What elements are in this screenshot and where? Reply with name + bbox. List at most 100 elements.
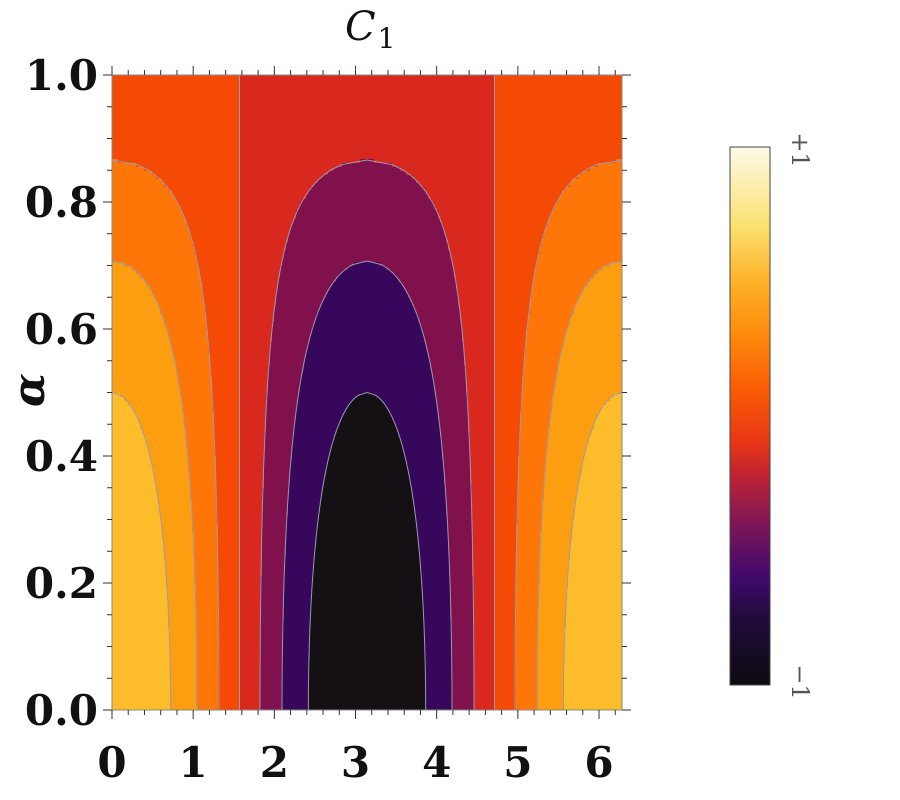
contour-cell bbox=[332, 440, 335, 710]
contour-cell bbox=[112, 158, 115, 263]
contour-cell bbox=[582, 75, 585, 171]
contour-cell bbox=[222, 75, 225, 710]
contour-cell bbox=[476, 75, 479, 710]
contour-cell bbox=[566, 586, 569, 710]
contour-cell bbox=[604, 265, 607, 406]
contour-cell bbox=[412, 178, 415, 306]
contour-cell bbox=[224, 75, 227, 710]
contour-cell bbox=[202, 75, 205, 298]
contour-cell bbox=[564, 626, 567, 710]
contour-cell bbox=[216, 75, 219, 525]
contour-cell bbox=[300, 376, 303, 710]
contour-cell bbox=[180, 75, 183, 211]
contour-cell bbox=[286, 75, 289, 243]
contour-cell bbox=[566, 329, 569, 588]
contour-line bbox=[281, 260, 453, 710]
contour-cell bbox=[600, 408, 603, 710]
contour-cell bbox=[420, 571, 423, 710]
contour-cell bbox=[120, 396, 123, 710]
contour-cell bbox=[546, 75, 549, 227]
contour-cell bbox=[138, 420, 141, 710]
contour-cell bbox=[410, 487, 413, 710]
contour-cell bbox=[334, 166, 337, 282]
contour-cell bbox=[158, 178, 161, 306]
contour-cell bbox=[464, 75, 467, 366]
contour-cell bbox=[358, 396, 361, 710]
contour-cell bbox=[144, 75, 147, 171]
contour-cell bbox=[388, 412, 391, 710]
contour-cell bbox=[374, 162, 377, 263]
contour-cell bbox=[538, 253, 541, 584]
contour-cell bbox=[462, 340, 465, 710]
contour-cell bbox=[558, 360, 561, 710]
contour-cell bbox=[612, 261, 615, 398]
contour-cell bbox=[402, 170, 405, 286]
contour-cell bbox=[446, 75, 449, 243]
contour-cell bbox=[150, 289, 153, 461]
contour-cell bbox=[368, 75, 371, 159]
contour-cell bbox=[388, 75, 391, 163]
contour-cell bbox=[320, 305, 323, 501]
contour-cell bbox=[392, 420, 395, 710]
colorbar: +1 −1 bbox=[729, 132, 814, 700]
contour-cell bbox=[586, 170, 589, 286]
contour-cell bbox=[328, 289, 331, 457]
contour-cell bbox=[356, 396, 359, 710]
contour-cell bbox=[332, 75, 335, 171]
contour-cell bbox=[288, 483, 291, 710]
contour-cell bbox=[138, 75, 141, 167]
contour-cell bbox=[372, 158, 375, 263]
contour-cell bbox=[276, 289, 279, 710]
contour-cell bbox=[190, 237, 193, 501]
contour-cell bbox=[192, 245, 195, 533]
contour-cell bbox=[572, 75, 575, 179]
contour-cell bbox=[292, 221, 295, 437]
contour-cell bbox=[552, 75, 555, 211]
contour-cell bbox=[584, 75, 587, 171]
contour-cell bbox=[580, 293, 583, 473]
contour-cell bbox=[152, 467, 155, 710]
contour-cell bbox=[302, 368, 305, 710]
contour-cell bbox=[174, 198, 177, 362]
contour-cell bbox=[314, 75, 317, 183]
contour-cell bbox=[338, 166, 341, 275]
contour-cell bbox=[362, 261, 365, 394]
y-tick-labels: 0.0 0.2 0.4 0.6 0.8 1.0 bbox=[25, 51, 98, 735]
contour-cell bbox=[360, 392, 363, 710]
contour-cell bbox=[322, 75, 325, 175]
contour-cell bbox=[334, 75, 337, 167]
contour-cell bbox=[152, 174, 155, 294]
contour-cell bbox=[578, 75, 581, 175]
contour-cell bbox=[210, 75, 213, 378]
contour-cell bbox=[592, 166, 595, 278]
contour-cell bbox=[212, 75, 215, 413]
contour-cell bbox=[556, 75, 559, 203]
contour-cell bbox=[146, 170, 149, 286]
contour-cell bbox=[364, 261, 367, 394]
contour-cell bbox=[364, 392, 367, 710]
contour-cell bbox=[124, 75, 127, 163]
contour-cell bbox=[592, 75, 595, 167]
contour-cell bbox=[162, 317, 165, 540]
contour-cell bbox=[230, 75, 233, 710]
contour-cell bbox=[324, 174, 327, 298]
contour-cell bbox=[330, 170, 333, 286]
contour-cell bbox=[182, 75, 185, 215]
contour-cell bbox=[122, 396, 125, 710]
contour-cell bbox=[176, 202, 179, 374]
contour-cell bbox=[606, 162, 609, 267]
contour-cell bbox=[434, 205, 437, 394]
contour-cell bbox=[600, 75, 603, 163]
contour-cell bbox=[172, 194, 175, 354]
contour-cell bbox=[414, 309, 417, 513]
contour-cell bbox=[278, 277, 281, 710]
contour-cell bbox=[482, 75, 485, 710]
contour-cell bbox=[330, 75, 333, 171]
contour-cell bbox=[348, 404, 351, 710]
contour-cell bbox=[304, 198, 307, 358]
contour-cell bbox=[580, 174, 583, 294]
contour-cell bbox=[196, 75, 199, 263]
contour-cell bbox=[118, 261, 121, 394]
contour-cell bbox=[618, 75, 621, 159]
contour-cell bbox=[416, 527, 419, 710]
